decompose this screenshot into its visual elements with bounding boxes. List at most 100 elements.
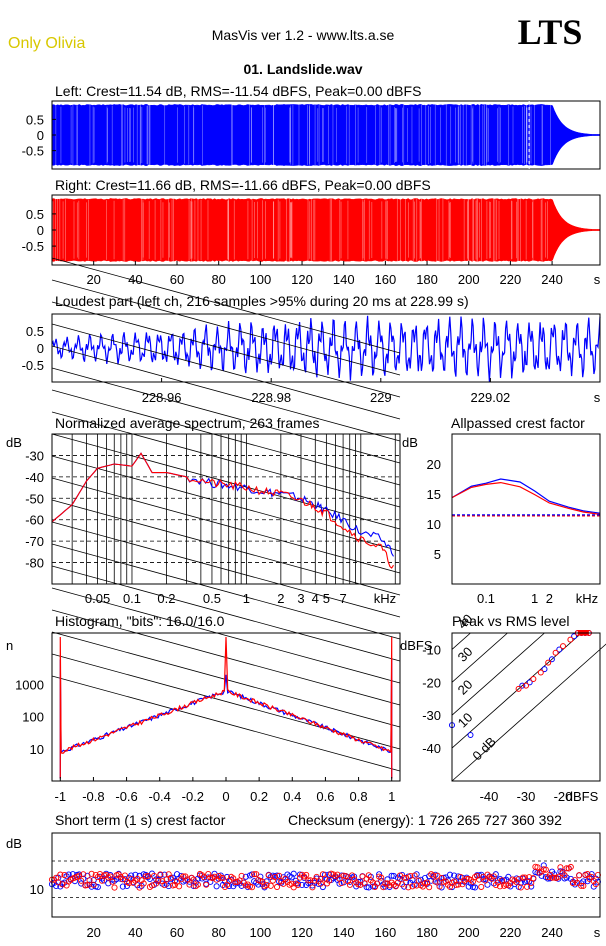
short-crest-point-red [144, 872, 151, 879]
crest-xtick: 0.1 [477, 591, 495, 606]
short-crest-point-red [409, 883, 416, 890]
short-crest-point-red [530, 875, 537, 882]
crest-title: Allpassed crest factor [451, 415, 585, 431]
short-crest-xtick: 200 [458, 925, 480, 940]
spectrum-slope-line [51, 543, 401, 640]
peak-rms-diagonal-label: 20 [455, 677, 476, 698]
short-crest-point-red [519, 874, 526, 881]
short-crest-point-red [576, 872, 583, 879]
histogram-xtick: -0.8 [82, 789, 104, 804]
short-crest-point-red [373, 880, 381, 887]
short-crest-point-red [109, 878, 116, 885]
short-crest-point-blue [165, 883, 172, 890]
right-wave-xtick: 240 [541, 272, 563, 287]
short-crest-point-red [184, 876, 191, 883]
short-crest-xtick: 180 [416, 925, 438, 940]
short-crest-point-red [276, 872, 283, 879]
spectrum-slope-line [51, 323, 401, 420]
spectrum-slope-line [51, 587, 401, 684]
spectrum-slope-line [51, 345, 401, 442]
short-crest-point-red [305, 877, 312, 884]
short-crest-point-blue [451, 872, 458, 879]
peak-rms-point-red [560, 643, 566, 650]
peak-rms-point-blue [548, 656, 555, 663]
histogram-xtick: -0.4 [149, 789, 171, 804]
spectrum-slope-line [51, 367, 401, 464]
short-crest-point-red [84, 882, 91, 889]
short-crest-point-red [96, 870, 103, 878]
short-crest-xtick: 60 [170, 925, 184, 940]
short-crest-point-red [549, 874, 556, 881]
short-crest-point-red [219, 875, 226, 882]
short-crest-point-red [155, 877, 162, 885]
peak-rms-point-red [530, 676, 537, 683]
spectrum-xtick: 3 [297, 591, 304, 606]
short-crest-point-red [432, 878, 439, 885]
short-crest-point-red [190, 876, 197, 883]
right-wave-xtick: 120 [291, 272, 313, 287]
histogram-xtick: 0.2 [250, 789, 268, 804]
short-crest-point-red [57, 871, 64, 878]
spectrum-slope-line [51, 499, 401, 596]
short-crest-point-red [499, 877, 506, 884]
short-crest-point-red [263, 881, 270, 889]
crest-ytick: 5 [434, 547, 441, 562]
peak-rms-point-blue [467, 731, 474, 738]
short-crest-point-red [378, 874, 385, 881]
short-crest-point-blue [105, 880, 112, 887]
short-crest-point-red [271, 874, 279, 881]
right-wave-xtick: s [594, 272, 601, 287]
short-crest-point-blue [128, 872, 135, 879]
short-crest-point-red [555, 873, 562, 880]
peak-rms-point-blue [571, 633, 578, 640]
short-crest-point-red [563, 865, 570, 872]
brand-label: Only Olivia [8, 35, 85, 52]
peak-rms-ytick: -30 [422, 708, 441, 723]
short-crest-point-red [303, 871, 310, 878]
crest-xunit: kHz [576, 591, 598, 606]
short-crest-point-red [171, 881, 178, 888]
peak-rms-diagonal-label: 10 [455, 710, 476, 731]
crest-xtick: 1 [531, 591, 538, 606]
short-crest-point-red [273, 883, 281, 891]
peak-rms-diagonal [451, 632, 471, 650]
crest-ytick: 20 [427, 457, 441, 472]
short-crest-point-red [111, 884, 118, 891]
short-crest-point-red [232, 878, 239, 886]
spectrum-ytick: -30 [25, 448, 44, 463]
short-crest-point-blue [446, 871, 454, 878]
short-crest-point-red [161, 881, 168, 889]
short-crest-point-red [86, 877, 93, 884]
right-wave-xtick: 200 [458, 272, 480, 287]
spectrum-slope-line [51, 477, 401, 574]
right-wave-xtick: 140 [333, 272, 355, 287]
short-crest-point-red [526, 874, 533, 881]
spectrum-slope-line [51, 653, 401, 750]
loudest-ytick: 0.5 [26, 324, 44, 339]
crest-xtick: 2 [546, 591, 553, 606]
histogram-series-blue [59, 659, 393, 779]
right-wave-title: Right: Crest=11.66 dB, RMS=-11.66 dBFS, … [55, 177, 431, 193]
short-crest-point-red [309, 884, 316, 891]
peak-rms-point-blue [556, 646, 563, 653]
short-crest-point-red [584, 871, 591, 878]
short-crest-point-red [411, 872, 418, 879]
spectrum-ytick: -70 [25, 534, 44, 549]
short-crest-point-red [534, 864, 541, 871]
short-crest-point-blue [465, 883, 472, 890]
spectrum-slope-line [51, 279, 401, 376]
short-crest-point-red [238, 872, 245, 879]
short-crest-point-red [92, 871, 99, 879]
peak-rms-diagonal [451, 643, 606, 782]
histogram-xtick: 0.8 [350, 789, 368, 804]
short-crest-xtick: 80 [211, 925, 225, 940]
short-crest-point-red [490, 873, 497, 880]
right-wave-xtick: 220 [500, 272, 522, 287]
loudest-xtick: 229.02 [471, 390, 511, 405]
right-wave-ytick: 0 [37, 223, 44, 238]
short-crest-point-red [482, 877, 489, 884]
short-crest-ylabel: dB [6, 836, 22, 851]
short-crest-point-red [578, 882, 585, 889]
